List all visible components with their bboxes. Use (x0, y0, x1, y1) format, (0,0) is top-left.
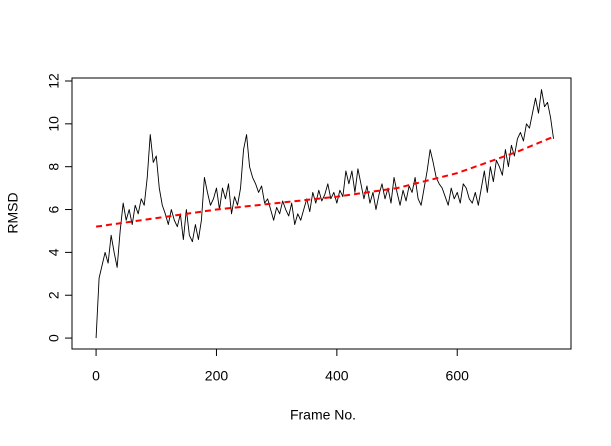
y-tick-label: 12 (46, 73, 62, 89)
x-tick-label: 0 (92, 368, 100, 384)
y-tick-label: 4 (46, 248, 62, 256)
plot-frame (71, 77, 572, 350)
y-tick-label: 10 (46, 116, 62, 132)
x-tick-label: 600 (446, 368, 470, 384)
x-tick-label: 400 (325, 368, 349, 384)
series-line (95, 135, 554, 228)
y-tick-label: 6 (46, 205, 62, 213)
series-line (95, 89, 554, 339)
y-tick-label: 0 (46, 334, 62, 342)
x-tick-label: 200 (205, 368, 229, 384)
y-tick-label: 2 (46, 291, 62, 299)
x-axis-label: Frame No. (290, 407, 356, 423)
y-tick-label: 8 (46, 163, 62, 171)
y-axis-label: RMSD (5, 192, 21, 233)
